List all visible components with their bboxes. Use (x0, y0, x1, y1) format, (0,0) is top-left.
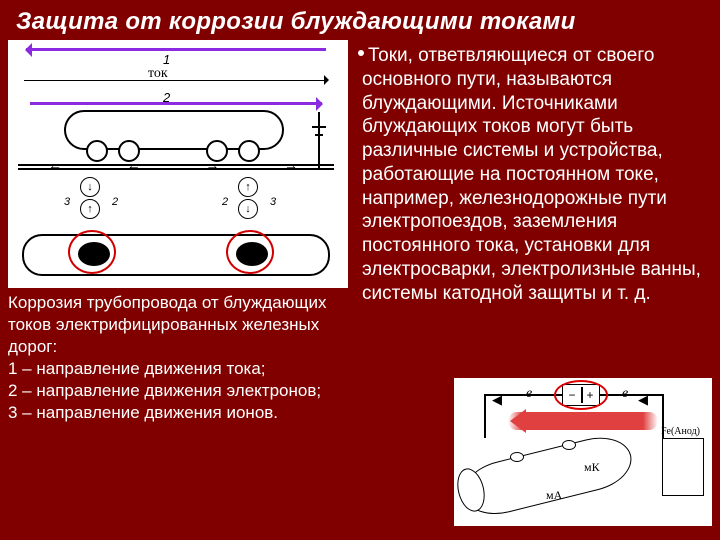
red-arrow-icon (508, 412, 658, 430)
right-column: Токи, ответвляющиеся от своего основного… (362, 40, 712, 425)
pipe-contact (510, 452, 524, 462)
electron-arrow-icon: ◀ (638, 392, 648, 408)
body-text: Токи, ответвляющиеся от своего основного… (362, 44, 712, 305)
second-arrow-right (30, 102, 322, 105)
electron-label: e (622, 386, 628, 402)
tok-label: ток (148, 66, 168, 82)
power-source (312, 112, 326, 168)
label-1: 1 (163, 52, 170, 67)
caption-line-2: 2 – направление движения электронов; (8, 380, 356, 402)
marker-down-icon: ↓ (80, 177, 100, 197)
wire (484, 394, 486, 438)
rail-arrows: ← ← → → (48, 157, 298, 173)
small-label-2: 2 (112, 196, 118, 208)
slide-title: Защита от коррозии блуждающими токами (0, 0, 720, 40)
top-arrow-left (26, 48, 326, 51)
caption-head: Коррозия трубопровода от блуждающих токо… (8, 292, 356, 358)
caption-line-3: 3 – направление движения ионов. (8, 402, 356, 424)
marker-up-icon: ↑ (80, 199, 100, 219)
marker-down-icon: ↓ (238, 199, 258, 219)
marker-up-icon: ↑ (238, 177, 258, 197)
bullet-icon (358, 50, 364, 56)
pipe-contact (562, 440, 576, 450)
current-arrowhead (324, 75, 334, 85)
small-label-2: 2 (222, 196, 228, 208)
mk-label: мК (584, 460, 600, 475)
highlight-circle (554, 380, 608, 410)
railway-corrosion-diagram: 1 ток 2 ← ← → → ↓ ↑ (8, 40, 348, 288)
wire (600, 394, 662, 396)
ma-label: мА (546, 488, 562, 503)
content-area: 1 ток 2 ← ← → → ↓ ↑ (0, 40, 720, 425)
highlight-circle (68, 230, 116, 274)
cathodic-protection-diagram: ◀ e − + e ◀ мК мА Fe(Анод) (454, 378, 712, 526)
diagram-caption: Коррозия трубопровода от блуждающих токо… (8, 292, 356, 425)
highlight-circle (226, 230, 274, 274)
small-label-3: 3 (270, 196, 276, 208)
electron-label: e (526, 386, 532, 402)
current-line (24, 80, 328, 81)
pipe-body (458, 430, 637, 522)
electron-arrow-icon: ◀ (492, 392, 502, 408)
caption-line-1: 1 – направление движения тока; (8, 358, 356, 380)
left-column: 1 ток 2 ← ← → → ↓ ↑ (8, 40, 356, 425)
electrode-label: Fe(Анод) (661, 426, 700, 437)
small-label-3: 3 (64, 196, 70, 208)
anode-electrode (662, 438, 704, 496)
